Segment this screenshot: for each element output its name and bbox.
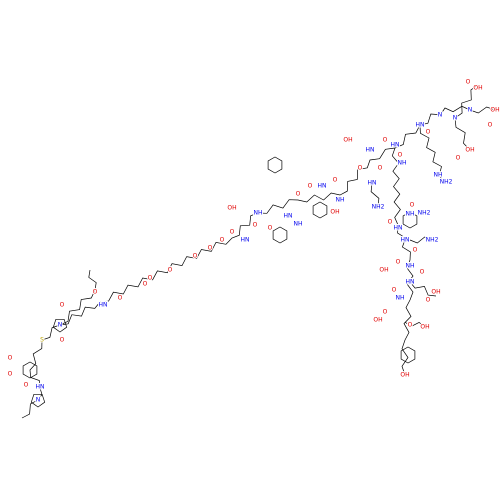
ring [312, 201, 328, 219]
atom-label: OH [473, 85, 482, 92]
atom-label: OH [343, 137, 352, 144]
atom-label: O [388, 219, 393, 226]
atom-label: O [413, 247, 418, 254]
atom-label: HN [368, 180, 377, 187]
atom-label: O [392, 287, 397, 294]
atom-label: NH [406, 263, 415, 270]
atom-label: O [8, 371, 13, 378]
bond [419, 124, 446, 183]
ring [22, 361, 38, 379]
atom-label: O [420, 269, 425, 276]
ring [272, 226, 288, 244]
atom-label: HN [401, 237, 410, 244]
atom-label: OH [379, 267, 388, 274]
atom-label: O [358, 165, 363, 172]
bond [370, 182, 380, 208]
ring [267, 156, 283, 174]
atom-label: O [396, 259, 401, 266]
atom-label: HN [416, 122, 425, 129]
atom-label: HN [394, 225, 403, 232]
atom-label: O [383, 137, 388, 144]
atom-label: O [308, 183, 313, 190]
atom-label: O [296, 191, 301, 198]
atom-label: NH [406, 211, 415, 218]
atom-label: O [193, 253, 198, 260]
bond [59, 269, 97, 326]
atom-label: O [426, 129, 431, 136]
atom-label: O [208, 245, 213, 252]
ring [30, 393, 46, 408]
atom-label: O [143, 281, 148, 288]
atom-label: HN [99, 302, 108, 309]
atom-label: O [60, 337, 65, 344]
atom-label: O [253, 222, 258, 229]
bond [409, 281, 437, 297]
atom-label: O [408, 322, 413, 329]
atom-label: O [426, 297, 431, 304]
atom-label: NH [434, 172, 443, 179]
atom-label: O [333, 177, 338, 184]
atom-label: O [168, 267, 173, 274]
atom-label: O [456, 155, 461, 162]
atom-label: OH [400, 372, 409, 379]
atom-label: NH [398, 160, 407, 167]
atom-label: O [378, 165, 383, 172]
atom-label: NH2 [372, 204, 385, 211]
ring [402, 211, 418, 229]
atom-label: O [268, 225, 273, 232]
ring [52, 318, 68, 333]
atom-label: OH [465, 147, 474, 154]
atom-label: O [220, 237, 225, 244]
bond [404, 321, 426, 328]
atom-label: OH [373, 317, 382, 324]
atom-label: O [60, 302, 65, 309]
atom-label: NH2 [418, 210, 431, 217]
atom-label: O [93, 289, 98, 296]
atom-label: NH [254, 210, 263, 217]
atom-label: S [40, 337, 44, 344]
atom-label: O [488, 122, 493, 129]
atom-label: O [410, 202, 415, 209]
atom-label: HN [366, 147, 375, 154]
atom-label: O [230, 229, 235, 236]
bonds [21, 84, 496, 419]
atom-label: OH [431, 289, 440, 296]
atom-label: O [8, 355, 13, 362]
atom-label: N [468, 107, 473, 114]
atom-label: HN [284, 213, 293, 220]
bond [409, 236, 433, 244]
atom-label: N [58, 322, 63, 329]
atom-label: OH [330, 209, 339, 216]
atom-label: NH [336, 197, 345, 204]
atom-label: O [118, 295, 123, 302]
bond [454, 117, 471, 151]
atom-label: N [453, 115, 458, 122]
atom-label: NH [294, 221, 303, 228]
bond [21, 105, 471, 419]
atom-label: NH2 [440, 179, 453, 186]
atom-label: O [466, 79, 471, 86]
atom-label: HN [36, 384, 45, 391]
atom-label: HN [318, 183, 327, 190]
atom-label: HN [406, 279, 415, 286]
atom-label: O [24, 382, 29, 389]
ring [400, 346, 416, 364]
atom-label: OH [227, 205, 236, 212]
atom-label: N [438, 112, 443, 119]
atom-label: O [398, 152, 403, 159]
atom-label: N [36, 397, 41, 404]
atom-label: HN [391, 142, 400, 149]
atom-label: HN [241, 237, 250, 244]
atom-label: NH [396, 295, 405, 302]
atom-label: O [148, 275, 153, 282]
bond [469, 106, 496, 114]
bond [454, 84, 479, 119]
atom-label: O [383, 309, 388, 316]
atom-label: OH [420, 324, 429, 331]
atom-label: OH [490, 107, 499, 114]
atom-label: NH2 [426, 237, 439, 244]
bond [391, 147, 414, 376]
